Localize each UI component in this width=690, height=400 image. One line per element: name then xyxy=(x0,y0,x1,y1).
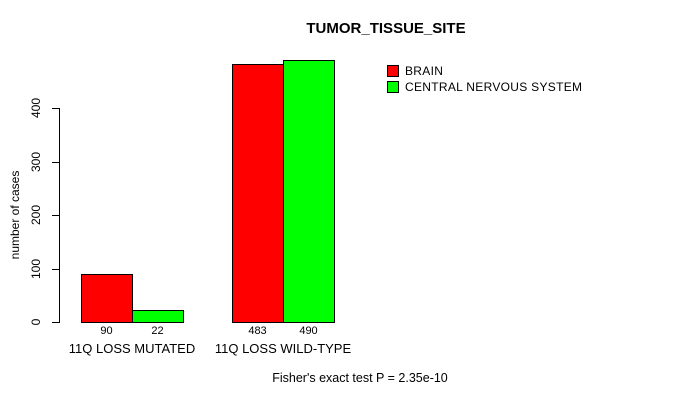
category-label: 11Q LOSS MUTATED xyxy=(68,341,196,356)
y-tick xyxy=(52,108,59,109)
bar-value-label: 490 xyxy=(299,325,318,337)
bar-brain xyxy=(81,274,133,323)
legend-item: CENTRAL NERVOUS SYSTEM xyxy=(387,79,582,95)
legend-label: CENTRAL NERVOUS SYSTEM xyxy=(405,80,583,94)
y-tick xyxy=(52,322,59,323)
bar-central-nervous-system xyxy=(283,60,335,323)
legend-swatch xyxy=(387,65,399,77)
legend-item: BRAIN xyxy=(387,63,582,79)
y-tick-label: 300 xyxy=(29,151,43,173)
legend: BRAIN CENTRAL NERVOUS SYSTEM xyxy=(387,63,582,95)
y-tick-label: 0 xyxy=(29,318,43,326)
category-label: 11Q LOSS WILD-TYPE xyxy=(214,341,352,356)
bar-value-label: 22 xyxy=(151,325,164,337)
bar-value-label: 90 xyxy=(100,325,113,337)
legend-label: BRAIN xyxy=(405,64,444,78)
bar-brain xyxy=(232,64,284,323)
y-axis-label: number of cases xyxy=(8,170,22,260)
y-axis-line xyxy=(59,108,60,323)
bar-central-nervous-system xyxy=(132,310,184,323)
y-tick xyxy=(52,269,59,270)
y-tick xyxy=(52,162,59,163)
chart-title: TUMOR_TISSUE_SITE xyxy=(306,20,466,37)
fisher-test-annotation: Fisher's exact test P = 2.35e-10 xyxy=(272,371,448,385)
y-tick-label: 400 xyxy=(29,97,43,119)
legend-swatch xyxy=(387,81,399,93)
bar-value-label: 483 xyxy=(248,325,267,337)
y-tick-label: 100 xyxy=(29,258,43,280)
y-tick-label: 200 xyxy=(29,204,43,226)
y-tick xyxy=(52,215,59,216)
